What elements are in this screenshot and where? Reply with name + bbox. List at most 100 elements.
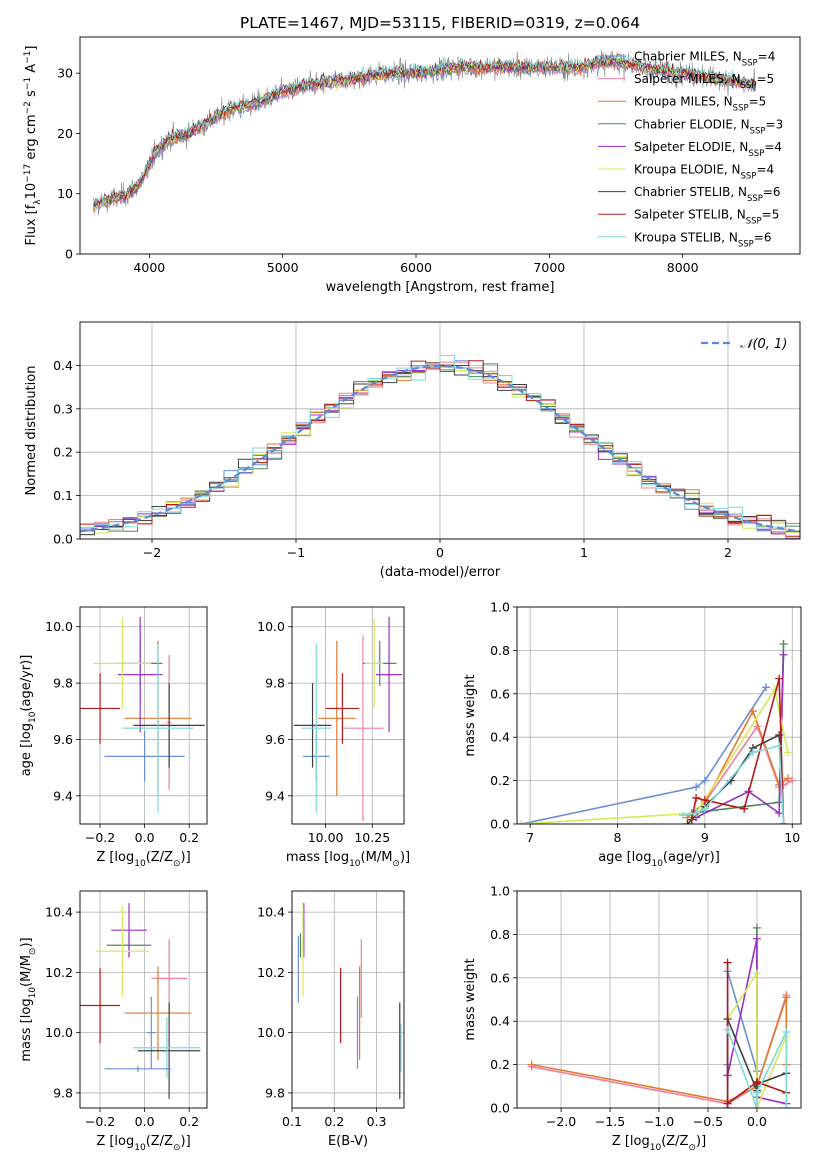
weight_vs_age-point-marker: [783, 774, 792, 783]
weight_vs_age-ytick-label: 0.8: [490, 643, 510, 658]
age_vs_Z-ytick-label: 9.4: [53, 788, 73, 803]
weight_vs_age-xtick-label: 10: [784, 830, 800, 845]
mass_vs_EBV-ytick-label: 10.0: [257, 1025, 285, 1040]
mass_vs_Z-xtick-label: 0.2: [179, 1114, 199, 1129]
weight_vs_age-point-marker: [692, 793, 701, 802]
weight_vs_age-point-marker: [748, 748, 757, 757]
weight_vs_Z-point-marker: [723, 1099, 732, 1108]
normal-reference-curve: [80, 364, 800, 533]
legend-label: Chabrier MILES, NSSP=4: [634, 50, 775, 69]
mass_vs_Z-ytick-label: 10.0: [45, 1025, 73, 1040]
residual-histogram: [80, 355, 800, 539]
weight_vs_Z-point-marker: [782, 1028, 791, 1037]
mass_vs_Z-frame: [79, 890, 208, 1109]
age_vs_Z-axes: −0.2 0.0 0.2 9.4 9.6 9.8 10.0 Z [log10(Z/Z⊙)] ag…: [19, 606, 208, 869]
age_vs_Z-ytick-label: 10.0: [45, 619, 73, 634]
spectrum-frame: [79, 36, 801, 255]
weight_vs_age-xtick-label: 9: [701, 830, 709, 845]
weight_vs_age-series-line: [521, 686, 767, 824]
figure-title: PLATE=1467, MJD=53115, FIBERID=0319, z=0…: [240, 14, 640, 32]
weight_vs_Z-ytick-label: 0.0: [490, 1101, 510, 1116]
weight_vs_age-ytick-label: 0.2: [490, 773, 510, 788]
age_vs_mass-ytick-label: 10.0: [257, 619, 285, 634]
legend-label: Salpeter ELODIE, NSSP=4: [634, 140, 782, 159]
legend-label: 𝒩(0, 1): [740, 337, 787, 352]
weight_vs_age-ylabel: mass weight: [463, 674, 478, 756]
spectrum-ytick-label: 10: [57, 186, 73, 201]
spectrum-xtick-label: 6000: [400, 260, 432, 275]
weight_vs_Z-point-marker: [752, 1077, 761, 1086]
mass_vs_EBV-frame: [291, 890, 405, 1109]
spectrum-xtick-label: 7000: [533, 260, 565, 275]
age_vs_Z-ylabel: age [log10(age/yr)]: [19, 655, 38, 777]
age_vs_Z-xtick-label: −0.2: [85, 830, 115, 845]
weight_vs_Z-xtick-label: −0.5: [693, 1114, 723, 1129]
age_vs_mass-ytick-label: 9.8: [265, 676, 285, 691]
weight_vs_age-point-marker: [700, 796, 709, 805]
age_vs_Z-plot-area: [80, 616, 205, 813]
mass_vs_Z-xlabel: Z [log10(Z/Z⊙)]: [96, 1134, 190, 1153]
mass_vs_Z-xtick-label: 0.0: [135, 1114, 155, 1129]
weight_vs_age-point-marker: [740, 804, 749, 813]
age_vs_Z-xlabel: Z [log10(Z/Z⊙)]: [96, 850, 190, 869]
spectrum-ytick-label: 30: [57, 66, 73, 81]
spectrum-xtick-label: 4000: [133, 260, 165, 275]
age_vs_Z-ytick-label: 9.6: [53, 732, 73, 747]
weight_vs_age-point-marker: [687, 815, 696, 824]
weight_vs_age-frame: [516, 606, 802, 825]
age_vs_Z-xtick-label: 0.0: [135, 830, 155, 845]
weight_vs_Z-point-marker: [752, 923, 761, 932]
spectrum-plot-area: [92, 50, 757, 216]
mass_vs_EBV-xtick-label: 0.1: [282, 1114, 302, 1129]
residuals-plot-area: [80, 355, 800, 539]
mass_vs_EBV-axes: 0.1 0.2 0.3 9.8 10.0 10.2 10.4 E(B-V): [257, 890, 405, 1149]
weight_vs_age-point-marker: [679, 811, 688, 820]
weight_vs_Z-ytick-label: 0.6: [490, 970, 510, 985]
weight_vs_Z-ytick-label: 0.4: [490, 1014, 510, 1029]
weight_vs_Z-axes: −2.0 −1.5 −1.0 −0.5 0.0 0.0 0.2 0.4 0.6 0.8 1.0 Z […: [463, 884, 802, 1153]
mass_vs_Z-xtick-label: −0.2: [85, 1114, 115, 1129]
residuals-xtick-label: 0: [436, 545, 444, 560]
age_vs_mass-xtick-label: 10.00: [308, 830, 344, 845]
weight_vs_age-xlabel: age [log10(age/yr)]: [598, 850, 720, 869]
residuals-ylabel: Normed distribution: [24, 366, 39, 496]
mass_vs_EBV-ytick-label: 9.8: [265, 1085, 285, 1100]
spectrum-legend: Chabrier MILES, NSSP=4 Salpeter MILES, NS…: [598, 50, 783, 249]
residuals-xtick-label: −2: [143, 545, 161, 560]
weight_vs_Z-xlabel: Z [log10(Z/Z⊙)]: [612, 1134, 706, 1153]
weight_vs_Z-point-marker: [752, 969, 761, 978]
weight_vs_Z-xtick-label: −1.5: [595, 1114, 625, 1129]
residuals-legend: 𝒩(0, 1): [701, 337, 787, 352]
mass_vs_Z-ytick-label: 9.8: [53, 1085, 73, 1100]
residuals-ytick-label: 0.4: [53, 358, 73, 373]
weight_vs_age-point-marker: [779, 820, 788, 824]
spectrum-xlabel: wavelength [Angstrom, rest frame]: [326, 280, 555, 295]
weight_vs_Z-point-marker: [527, 1060, 536, 1069]
weight_vs_Z-point-marker: [723, 1025, 732, 1034]
legend-label: Kroupa STELIB, NSSP=6: [634, 230, 772, 249]
spectrum-ylabel: Flux [fλ10−17 erg cm−2 s−1 A−1]: [23, 46, 43, 246]
weight_vs_age-point-marker: [775, 741, 784, 750]
weight_vs_Z-xtick-label: 0.0: [747, 1114, 767, 1129]
weight_vs_age-ytick-label: 0.4: [490, 730, 510, 745]
mass_vs_Z-ylabel: mass [log10(M/M⊙)]: [19, 937, 38, 1061]
weight_vs_age-point-marker: [700, 804, 709, 813]
weight_vs_Z-xtick-label: −2.0: [546, 1114, 576, 1129]
residuals-xlabel: (data-model)/error: [380, 565, 501, 580]
age_vs_mass-ytick-label: 9.6: [265, 732, 285, 747]
weight_vs_age-xtick-label: 7: [526, 830, 534, 845]
spectrum-ytick-label: 20: [57, 126, 73, 141]
weight_vs_Z-ylabel: mass weight: [463, 958, 478, 1040]
weight_vs_age-point-marker: [775, 809, 784, 818]
residuals-xtick-label: 1: [580, 545, 588, 560]
age_vs_mass-xlabel: mass [log10(M/M⊙)]: [286, 850, 410, 869]
weight_vs_age-point-marker: [779, 639, 788, 648]
age_vs_mass-frame: [291, 606, 405, 825]
legend-label: Salpeter MILES, NSSP=5: [634, 72, 774, 91]
residuals-xtick-label: −1: [287, 545, 305, 560]
mass_vs_EBV-plot-area: [297, 903, 402, 1099]
weight_vs_age-point-marker: [517, 820, 526, 824]
weight_vs_age-point-marker: [788, 776, 797, 785]
weight_vs_age-point-marker: [700, 776, 709, 785]
age_vs_mass-ytick-label: 9.4: [265, 788, 285, 803]
